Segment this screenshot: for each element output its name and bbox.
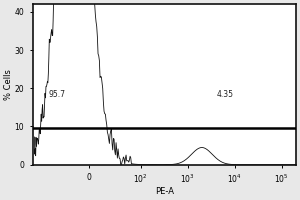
Text: 4.35: 4.35	[217, 90, 234, 99]
X-axis label: PE-A: PE-A	[155, 187, 174, 196]
Y-axis label: % Cells: % Cells	[4, 69, 13, 100]
Text: 95.7: 95.7	[48, 90, 65, 99]
